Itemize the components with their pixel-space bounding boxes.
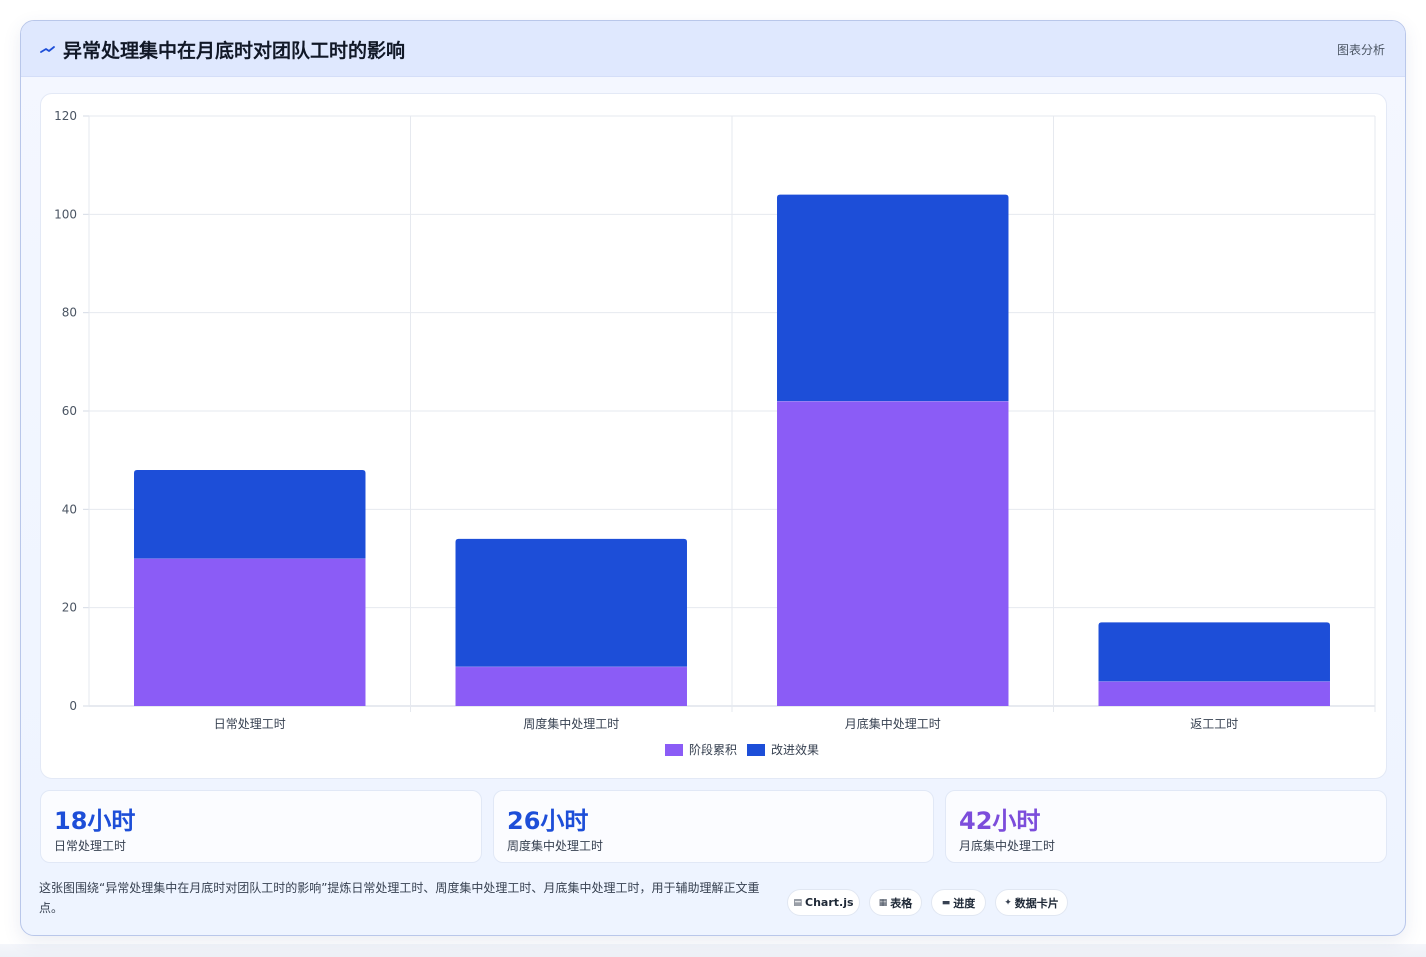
trend-line-icon	[40, 46, 55, 53]
pill-data-card[interactable]: ✦ 数据卡片	[995, 889, 1068, 916]
stat-label: 月底集中处理工时	[959, 839, 1056, 853]
y-tick-label: 0	[69, 699, 77, 713]
y-tick-label: 100	[54, 207, 77, 221]
stacked-bar-chart: 0 20 40 60 80 100 120 日常处理工时 周度集中处理工时 月底集中处理工时 返工工…	[54, 109, 1376, 757]
chart-icon: ▤	[793, 897, 802, 908]
stat-value: 18小时	[54, 807, 136, 835]
stat-label: 周度集中处理工时	[507, 839, 604, 853]
card-header: 异常处理集中在月底时对团队工时的影响 图表分析	[21, 21, 1405, 77]
bar-segment	[777, 401, 1009, 706]
y-tick-label: 40	[62, 502, 77, 516]
stat-card-daily: 18小时 日常处理工时	[40, 790, 482, 863]
bar-segment	[134, 558, 366, 706]
x-tick-label: 返工工时	[1190, 717, 1238, 731]
chart-analysis-tag[interactable]: 图表分析	[1336, 43, 1385, 57]
bar-segment	[777, 194, 1009, 402]
legend-swatch	[665, 744, 683, 756]
pill-label: Chart.js	[805, 896, 854, 909]
stat-card-month-end: 42小时 月底集中处理工时	[945, 790, 1387, 863]
pill-label: 数据卡片	[1014, 896, 1059, 910]
y-tick-label: 20	[62, 601, 77, 615]
sparkle-icon: ✦	[1004, 897, 1012, 908]
legend-swatch	[747, 744, 765, 756]
bar-segment	[1098, 622, 1330, 682]
y-tick-label: 80	[62, 306, 77, 320]
chart-card: 异常处理集中在月底时对团队工时的影响 图表分析 0 20 40 60 80 100 120 日…	[20, 20, 1406, 936]
x-tick-label: 日常处理工时	[214, 717, 286, 731]
y-tick-label: 60	[62, 404, 77, 418]
stat-value: 26小时	[507, 807, 589, 835]
pill-label: 表格	[890, 896, 913, 910]
bar-segment	[455, 666, 687, 706]
table-icon: ▦	[878, 897, 888, 908]
stat-card-weekly: 26小时 周度集中处理工时	[493, 790, 934, 863]
bar-segment	[455, 538, 687, 667]
pill-table[interactable]: ▦ 表格	[869, 889, 922, 916]
x-tick-label: 周度集中处理工时	[523, 716, 619, 731]
progress-icon: ▬	[941, 897, 951, 908]
stat-value: 42小时	[959, 807, 1041, 835]
chart-title: 异常处理集中在月底时对团队工时的影响	[63, 40, 406, 62]
pill-label: 进度	[953, 896, 976, 910]
page-bottom-strip	[0, 944, 1426, 957]
pill-progress[interactable]: ▬ 进度	[931, 889, 986, 916]
chart-description: 这张图围绕“异常处理集中在月底时对团队工时的影响”提炼日常处理工时、周度集中处理…	[39, 881, 760, 915]
pill-chartjs[interactable]: ▤ Chart.js	[787, 889, 860, 916]
y-tick-label: 120	[54, 109, 77, 123]
x-tick-label: 月底集中处理工时	[845, 716, 941, 731]
stat-label: 日常处理工时	[54, 839, 127, 853]
chart-panel: 0 20 40 60 80 100 120 日常处理工时 周度集中处理工时 月底集中处理工时 返工工…	[40, 93, 1387, 779]
legend-label: 改进效果	[771, 742, 819, 757]
legend-label: 阶段累积	[689, 742, 737, 757]
bar-segment	[1098, 681, 1330, 706]
bar-segment	[134, 470, 366, 559]
